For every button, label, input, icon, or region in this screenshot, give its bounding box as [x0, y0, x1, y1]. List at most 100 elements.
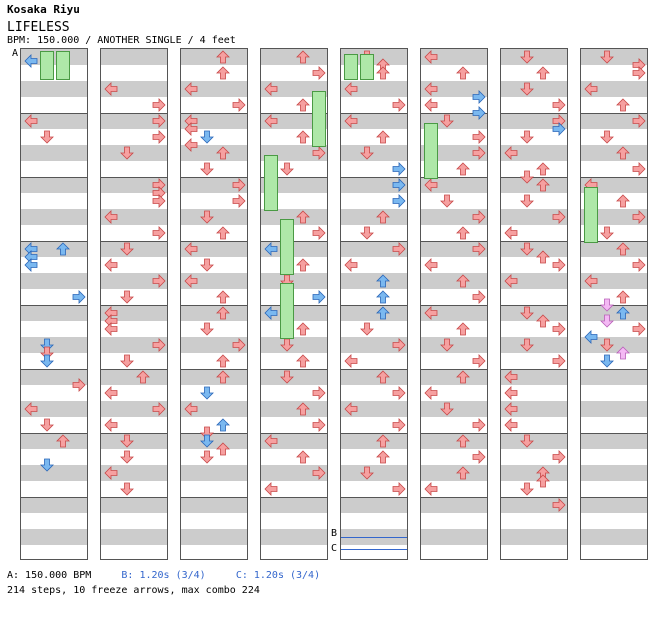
- step-arrow-left: [184, 122, 198, 136]
- step-arrow-right: [472, 146, 486, 160]
- measure-line: [581, 305, 647, 306]
- step-arrow-up: [216, 370, 230, 384]
- step-arrow-down: [40, 338, 54, 352]
- bpm-text: A: 150.000 BPM: [7, 570, 92, 581]
- beat-stripe: [341, 433, 407, 449]
- beat-stripe: [341, 401, 407, 417]
- beat-stripe: [261, 241, 327, 257]
- artist-name: Kosaka Riyu: [7, 3, 80, 16]
- step-arrow-up: [296, 450, 310, 464]
- step-arrow-right: [552, 258, 566, 272]
- measure-line: [101, 433, 167, 434]
- step-arrow-left: [504, 226, 518, 240]
- beat-stripe: [21, 241, 87, 257]
- step-arrow-down: [280, 338, 294, 352]
- beat-stripe: [101, 529, 167, 545]
- step-arrow-down: [600, 130, 614, 144]
- beat-stripe: [181, 81, 247, 97]
- measure-line: [501, 241, 567, 242]
- beat-stripe: [581, 433, 647, 449]
- step-arrow-up: [536, 314, 550, 328]
- beat-stripe: [101, 401, 167, 417]
- step-arrow-up: [536, 250, 550, 264]
- step-arrow-down: [120, 242, 134, 256]
- beat-stripe: [21, 177, 87, 193]
- freeze-arrow: [264, 155, 278, 211]
- beat-stripe: [261, 497, 327, 513]
- measure-line: [501, 177, 567, 178]
- chart-column: [340, 48, 408, 560]
- measure-line: [21, 433, 87, 434]
- step-arrow-right: [312, 290, 326, 304]
- step-arrow-up: [616, 306, 630, 320]
- measure-line: [181, 305, 247, 306]
- beat-stripe: [581, 145, 647, 161]
- step-arrow-down: [200, 130, 214, 144]
- step-arrow-right: [312, 386, 326, 400]
- beat-stripe: [581, 497, 647, 513]
- step-arrow-up: [456, 466, 470, 480]
- measure-line: [581, 241, 647, 242]
- step-arrow-down: [120, 354, 134, 368]
- step-arrow-right: [392, 242, 406, 256]
- beat-stripe: [101, 145, 167, 161]
- beat-stripe: [101, 465, 167, 481]
- chart-column: [580, 48, 648, 560]
- beat-stripe: [261, 113, 327, 129]
- beat-stripe: [21, 369, 87, 385]
- beat-stripe: [181, 337, 247, 353]
- step-arrow-up: [616, 146, 630, 160]
- beat-stripe: [181, 145, 247, 161]
- beat-stripe: [261, 401, 327, 417]
- marker-a: A: [12, 48, 19, 59]
- step-arrow-right: [152, 338, 166, 352]
- measure-line: [261, 113, 327, 114]
- step-arrow-up: [376, 130, 390, 144]
- beat-stripe: [501, 113, 567, 129]
- song-title: LIFELESS: [7, 20, 70, 35]
- measure-line: [421, 241, 487, 242]
- step-arrow-down: [600, 338, 614, 352]
- beat-stripe: [421, 529, 487, 545]
- step-arrow-down: [120, 146, 134, 160]
- step-arrow-left: [104, 322, 118, 336]
- step-arrow-down: [520, 130, 534, 144]
- beat-stripe: [341, 209, 407, 225]
- beat-stripe: [21, 337, 87, 353]
- measure-line: [341, 113, 407, 114]
- beat-stripe: [21, 209, 87, 225]
- step-arrow-up: [616, 194, 630, 208]
- beat-stripe: [261, 273, 327, 289]
- beat-stripe: [21, 465, 87, 481]
- step-arrow-up: [616, 290, 630, 304]
- beat-stripe: [101, 177, 167, 193]
- beat-stripe: [21, 81, 87, 97]
- step-arrow-left: [264, 482, 278, 496]
- beat-stripe: [421, 369, 487, 385]
- step-arrow-right: [392, 162, 406, 176]
- step-arrow-up: [216, 442, 230, 456]
- measure-line: [101, 177, 167, 178]
- measure-line: [581, 113, 647, 114]
- step-arrow-down: [520, 242, 534, 256]
- step-arrow-left: [104, 418, 118, 432]
- beat-stripe: [101, 81, 167, 97]
- measure-line: [101, 305, 167, 306]
- measure-line: [261, 369, 327, 370]
- step-arrow-right: [152, 402, 166, 416]
- step-arrow-down: [40, 458, 54, 472]
- step-arrow-down: [600, 50, 614, 64]
- measure-line: [101, 241, 167, 242]
- measure-line: [341, 497, 407, 498]
- beat-stripe: [21, 113, 87, 129]
- step-arrow-up: [216, 354, 230, 368]
- step-arrow-up: [456, 162, 470, 176]
- step-arrow-down: [40, 346, 54, 360]
- step-arrow-up: [216, 418, 230, 432]
- beat-stripe: [21, 529, 87, 545]
- beat-stripe: [341, 113, 407, 129]
- beat-stripe: [21, 433, 87, 449]
- step-arrow-left: [24, 54, 38, 68]
- measure-line: [421, 497, 487, 498]
- beat-stripe: [181, 369, 247, 385]
